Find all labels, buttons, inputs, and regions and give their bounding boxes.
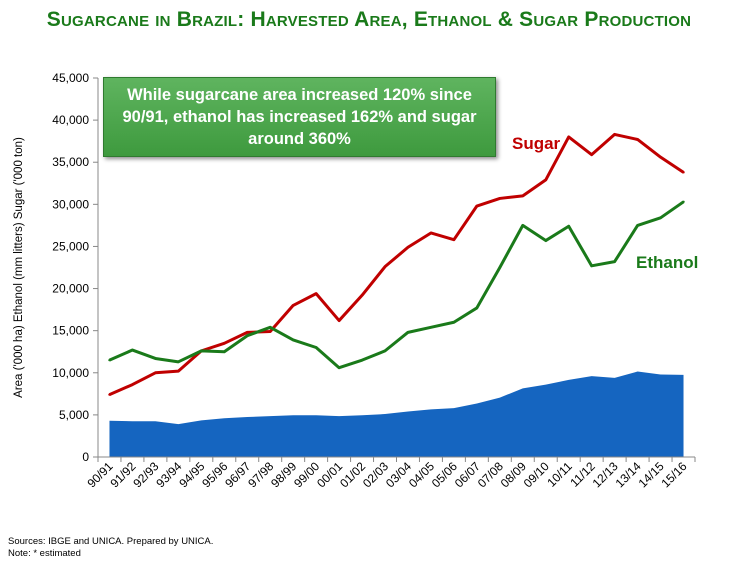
x-tick-label: 15/16 [659, 459, 690, 490]
y-tick-label: 20,000 [52, 282, 89, 296]
data-point-ethanol [429, 326, 433, 329]
data-point-ethanol [544, 239, 547, 242]
data-point-sugar [246, 331, 249, 334]
x-tick-label: 99/00 [291, 459, 322, 490]
footer-note: Note: * estimated [8, 548, 81, 559]
series-label-ethanol: Ethanol [636, 253, 698, 272]
y-tick-label: 25,000 [52, 239, 89, 253]
data-point-sugar [291, 304, 295, 307]
data-point-sugar [108, 393, 111, 396]
data-point-ethanol [223, 350, 226, 353]
x-tick-label: 91/92 [107, 459, 138, 490]
y-axis-title: Area ('000 ha) Ethanol (mm litters) Suga… [13, 137, 25, 398]
x-tick-label: 95/96 [199, 459, 230, 490]
data-point-ethanol [108, 358, 111, 362]
data-point-ethanol [452, 321, 456, 324]
x-tick-label: 94/95 [176, 459, 207, 490]
x-tick-label: 90/91 [84, 459, 115, 490]
data-point-sugar [131, 383, 134, 386]
data-point-sugar [475, 204, 479, 208]
data-point-sugar [567, 135, 570, 139]
data-point-sugar [613, 133, 616, 136]
x-tick-label: 00/01 [314, 459, 345, 490]
data-point-sugar [337, 319, 341, 322]
data-point-ethanol [567, 225, 570, 228]
x-tick-label: 97/98 [245, 459, 276, 490]
data-point-sugar [590, 153, 593, 156]
x-tick-label: 08/09 [498, 459, 529, 490]
data-point-sugar [314, 292, 318, 295]
data-point-sugar [429, 231, 433, 235]
data-point-sugar [177, 369, 180, 373]
x-tick-label: 05/06 [429, 459, 460, 490]
x-tick-label: 10/11 [544, 459, 575, 490]
y-tick-label: 35,000 [52, 155, 89, 169]
data-point-ethanol [360, 358, 364, 362]
x-tick-label: 12/13 [590, 459, 621, 490]
x-tick-label: 02/03 [360, 459, 391, 490]
data-point-sugar [682, 171, 685, 174]
y-tick-label: 40,000 [52, 113, 89, 127]
y-tick-label: 10,000 [52, 366, 89, 380]
data-point-sugar [383, 265, 387, 268]
x-tick-label: 03/04 [383, 459, 414, 490]
data-point-ethanol [200, 349, 203, 353]
x-tick-label: 01/02 [337, 459, 368, 490]
series-label-sugar: Sugar [512, 134, 561, 153]
x-tick-label: 07/08 [475, 459, 506, 490]
data-point-ethanol [131, 348, 134, 352]
x-tick-label: 06/07 [452, 459, 483, 490]
data-point-sugar [154, 371, 157, 374]
data-point-sugar [223, 342, 226, 345]
data-point-sugar [498, 197, 502, 200]
x-tick-label: 92/93 [130, 459, 161, 490]
x-tick-label: 04/05 [406, 459, 437, 490]
data-point-ethanol [314, 346, 318, 349]
x-tick-label: 93/94 [153, 459, 184, 490]
data-point-ethanol [154, 357, 157, 360]
y-tick-label: 15,000 [52, 324, 89, 338]
data-point-sugar [544, 178, 547, 182]
y-tick-label: 30,000 [52, 197, 89, 211]
data-point-sugar [269, 330, 272, 333]
line-series-ethanol [108, 200, 685, 370]
data-point-ethanol [636, 224, 639, 227]
callout-text: While sugarcane area increased 120% sinc… [122, 86, 477, 148]
footer-sources: Sources: IBGE and UNICA. Prepared by UNI… [8, 536, 214, 547]
x-tick-label: 09/10 [521, 459, 552, 490]
data-point-sugar [406, 246, 410, 249]
data-point-ethanol [475, 306, 479, 310]
chart-title: Sugarcane in Brazil: Harvested Area, Eth… [46, 8, 692, 31]
data-point-ethanol [337, 366, 341, 369]
y-tick-label: 0 [82, 450, 89, 464]
data-point-ethanol [521, 224, 524, 227]
x-tick-label: 13/14 [613, 459, 644, 490]
data-point-ethanol [291, 338, 295, 342]
data-point-sugar [659, 155, 662, 159]
data-point-ethanol [498, 266, 502, 269]
data-point-ethanol [659, 216, 662, 220]
y-tick-label: 45,000 [52, 71, 89, 85]
data-point-sugar [452, 238, 456, 241]
x-tick-label: 14/15 [636, 459, 667, 490]
y-tick-label: 5,000 [59, 408, 89, 422]
x-tick-label: 98/99 [268, 459, 299, 490]
data-point-sugar [521, 194, 524, 198]
area-series-area [109, 371, 684, 457]
data-point-ethanol [613, 260, 616, 263]
data-point-ethanol [590, 264, 593, 268]
data-point-ethanol [682, 200, 685, 204]
data-point-ethanol [269, 326, 272, 329]
data-point-ethanol [406, 331, 410, 334]
data-point-sugar [636, 138, 639, 141]
callout-box: While sugarcane area increased 120% sinc… [103, 77, 496, 157]
x-tick-label: 96/97 [222, 459, 253, 490]
data-point-ethanol [383, 349, 387, 353]
data-point-sugar [360, 294, 364, 297]
data-point-ethanol [246, 334, 249, 337]
data-point-ethanol [177, 360, 180, 364]
